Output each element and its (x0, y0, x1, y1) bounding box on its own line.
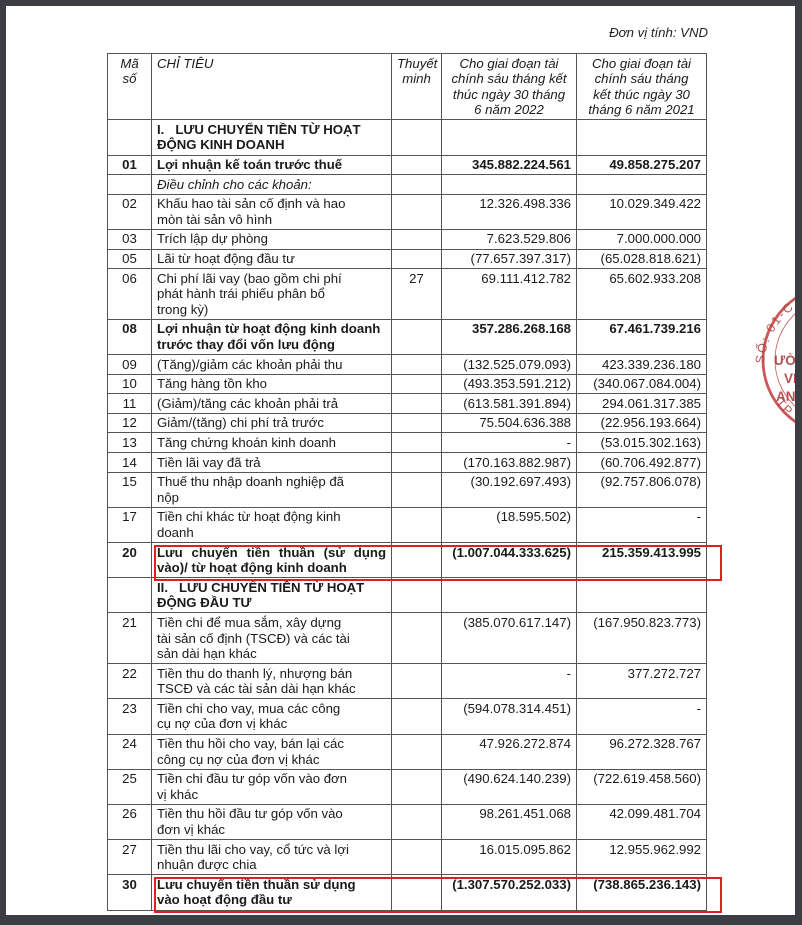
svg-text:ƯỜNG: ƯỜNG (774, 353, 797, 368)
svg-text:ANH: ANH (776, 389, 797, 404)
svg-text:VI: VI (784, 371, 797, 386)
